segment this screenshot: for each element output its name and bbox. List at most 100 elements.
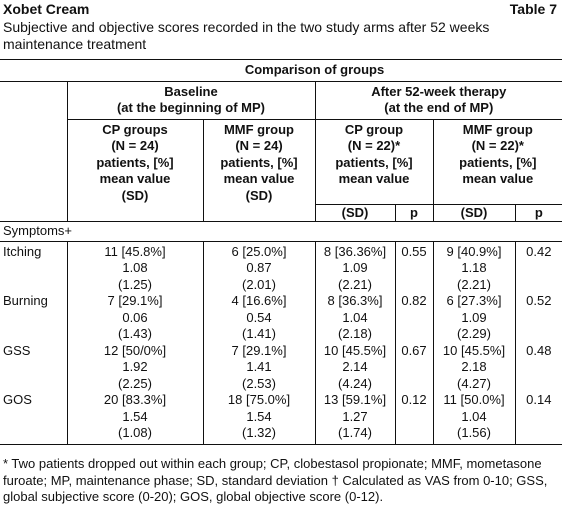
col-mean: mean value (99, 171, 171, 186)
cell-sd: (4.27) (457, 375, 491, 391)
table-row: GOS 20 [83.3%] 1.54 (1.08) 18 [75.0%] 1.… (0, 392, 562, 444)
document-title: Xobet Cream (3, 1, 90, 17)
cell-p-mmf: 0.52 (514, 293, 562, 343)
cell-sd: (2.29) (457, 326, 491, 341)
col-cp-after: CP group (N = 22)* patients, [%] mean va… (314, 119, 433, 204)
col-cp-baseline: CP groups (N = 24) patients, [%] mean va… (66, 119, 203, 204)
cell-count: 8 [36.36%] (323, 243, 387, 259)
cell-count: 11 [45.8%] (104, 243, 166, 259)
cell-cp-baseline: 11 [45.8%] 1.08 (1.25) (66, 241, 203, 293)
col-unit: patients, [%] (459, 154, 537, 170)
section-row: Symptoms+ (0, 222, 562, 241)
cell-mmf-after: 9 [40.9%] 1.18 (2.21) (432, 241, 515, 293)
cell-sd: (1.32) (242, 425, 276, 440)
cell-sd: (1.08) (118, 425, 152, 440)
cell-p-mmf: 0.48 (514, 342, 562, 392)
baseline-title: Baseline (164, 83, 218, 99)
baseline-subtitle: (at the beginning of MP) (116, 100, 266, 115)
col-mmf-after-sd: (SD) (432, 203, 515, 222)
cell-mean: 1.08 (122, 260, 148, 275)
cell-count: 18 [75.0%] (227, 392, 291, 407)
cell-count: 4 [16.6%] (231, 293, 287, 308)
cell-count: 8 [36.3%] (327, 293, 383, 308)
sd-p-header-row: (SD) p (SD) p (0, 203, 562, 222)
cell-mean: 1.09 (342, 260, 368, 275)
table-caption: Subjective and objective scores recorded… (3, 19, 490, 52)
cell-sd: (2.01) (242, 276, 276, 292)
row-label: GOS (3, 392, 32, 407)
col-mean: mean value (223, 171, 295, 186)
cell-sd: (1.56) (457, 425, 491, 440)
cell-mean: 1.04 (342, 309, 368, 325)
baseline-header: Baseline (at the beginning of MP) (66, 81, 315, 120)
cell-sd: (4.24) (338, 375, 372, 391)
cell-mean: 1.18 (461, 260, 487, 275)
cell-mean: 1.41 (246, 359, 272, 374)
cell-cp-after: 13 [59.1%] 1.27 (1.74) (314, 392, 395, 444)
cell-count: 9 [40.9%] (446, 243, 502, 259)
cell-count: 7 [29.1%] (107, 293, 163, 308)
cell-mean: 0.87 (246, 260, 272, 275)
table-row: GSS 12 [50/0%] 1.92 (2.25) 7 [29.1%] 1.4… (0, 342, 562, 392)
cell-mmf-after: 10 [45.5%] 2.18 (4.27) (432, 342, 515, 392)
after-therapy-subtitle: (at the end of MP) (384, 100, 494, 115)
col-n: (N = 24) (235, 138, 283, 153)
col-n: (N = 22)* (471, 138, 524, 153)
cell-mean: 0.06 (122, 309, 148, 325)
cell-p-cp: 0.55 (394, 241, 433, 293)
cell-mean: 1.04 (461, 408, 487, 424)
cell-count: 11 [50.0%] (443, 392, 505, 407)
cell-mean: 1.09 (461, 309, 487, 325)
col-label: CP group (344, 121, 404, 137)
results-table: Comparison of groups Baseline (at the be… (0, 61, 562, 445)
cell-p-mmf: 0.14 (514, 392, 562, 444)
cell-sd: (1.25) (118, 276, 152, 292)
cell-mmf-after: 11 [50.0%] 1.04 (1.56) (432, 392, 515, 444)
after-therapy-title: After 52-week therapy (371, 83, 507, 99)
cell-mean: 1.54 (246, 408, 272, 424)
cell-mmf-after: 6 [27.3%] 1.09 (2.29) (432, 293, 515, 343)
top-rule (0, 59, 562, 60)
cell-count: 10 [45.5%] (442, 342, 506, 358)
cell-cp-baseline: 12 [50/0%] 1.92 (2.25) (66, 342, 203, 392)
col-n: (N = 24) (111, 138, 159, 153)
col-n: (N = 22)* (347, 138, 401, 153)
cell-mmf-baseline: 18 [75.0%] 1.54 (1.32) (202, 392, 315, 444)
cell-cp-baseline: 20 [83.3%] 1.54 (1.08) (66, 392, 203, 444)
cell-count: 7 [29.1%] (231, 342, 287, 358)
col-sd: (SD) (245, 187, 273, 203)
col-label: MMF group (223, 121, 295, 137)
comparison-of-groups-header: Comparison of groups (67, 61, 562, 82)
row-label: Itching (3, 243, 42, 259)
column-header-row: CP groups (N = 24) patients, [%] mean va… (0, 119, 562, 204)
after-therapy-header: After 52-week therapy (at the end of MP) (314, 81, 562, 120)
table-number: Table 7 (509, 1, 557, 17)
cell-count: 6 [27.3%] (446, 293, 502, 308)
cell-count: 6 [25.0%] (231, 243, 287, 259)
cell-sd: (2.21) (338, 276, 372, 292)
col-unit: patients, [%] (335, 154, 413, 170)
cell-mean: 1.54 (122, 408, 148, 424)
cell-count: 10 [45.5%] (323, 342, 387, 358)
col-mmf-baseline: MMF group (N = 24) patients, [%] mean va… (202, 119, 315, 204)
cell-cp-after: 10 [45.5%] 2.14 (4.24) (314, 342, 395, 392)
table-footnote: * Two patients dropped out within each g… (3, 456, 548, 504)
cell-p-cp: 0.67 (394, 342, 433, 392)
cell-mean: 2.14 (342, 359, 368, 374)
cell-p-mmf: 0.42 (514, 241, 562, 293)
cell-p-cp: 0.82 (394, 293, 433, 343)
cell-mmf-baseline: 7 [29.1%] 1.41 (2.53) (202, 342, 315, 392)
row-label: Burning (3, 293, 48, 308)
cell-sd: (2.21) (457, 276, 491, 292)
section-label: Symptoms+ (3, 223, 72, 238)
col-label: CP groups (102, 121, 168, 137)
col-mean: mean value (462, 171, 534, 186)
col-unit: patients, [%] (96, 154, 174, 170)
cell-count: 12 [50/0%] (103, 342, 167, 358)
table-header: Xobet Cream Table 7 (3, 1, 559, 19)
col-cp-after-p: p (394, 203, 433, 222)
cell-count: 13 [59.1%] (323, 392, 387, 407)
cell-mean: 1.27 (342, 408, 368, 424)
cell-sd: (2.53) (242, 375, 276, 391)
cell-sd: (2.18) (338, 326, 372, 341)
